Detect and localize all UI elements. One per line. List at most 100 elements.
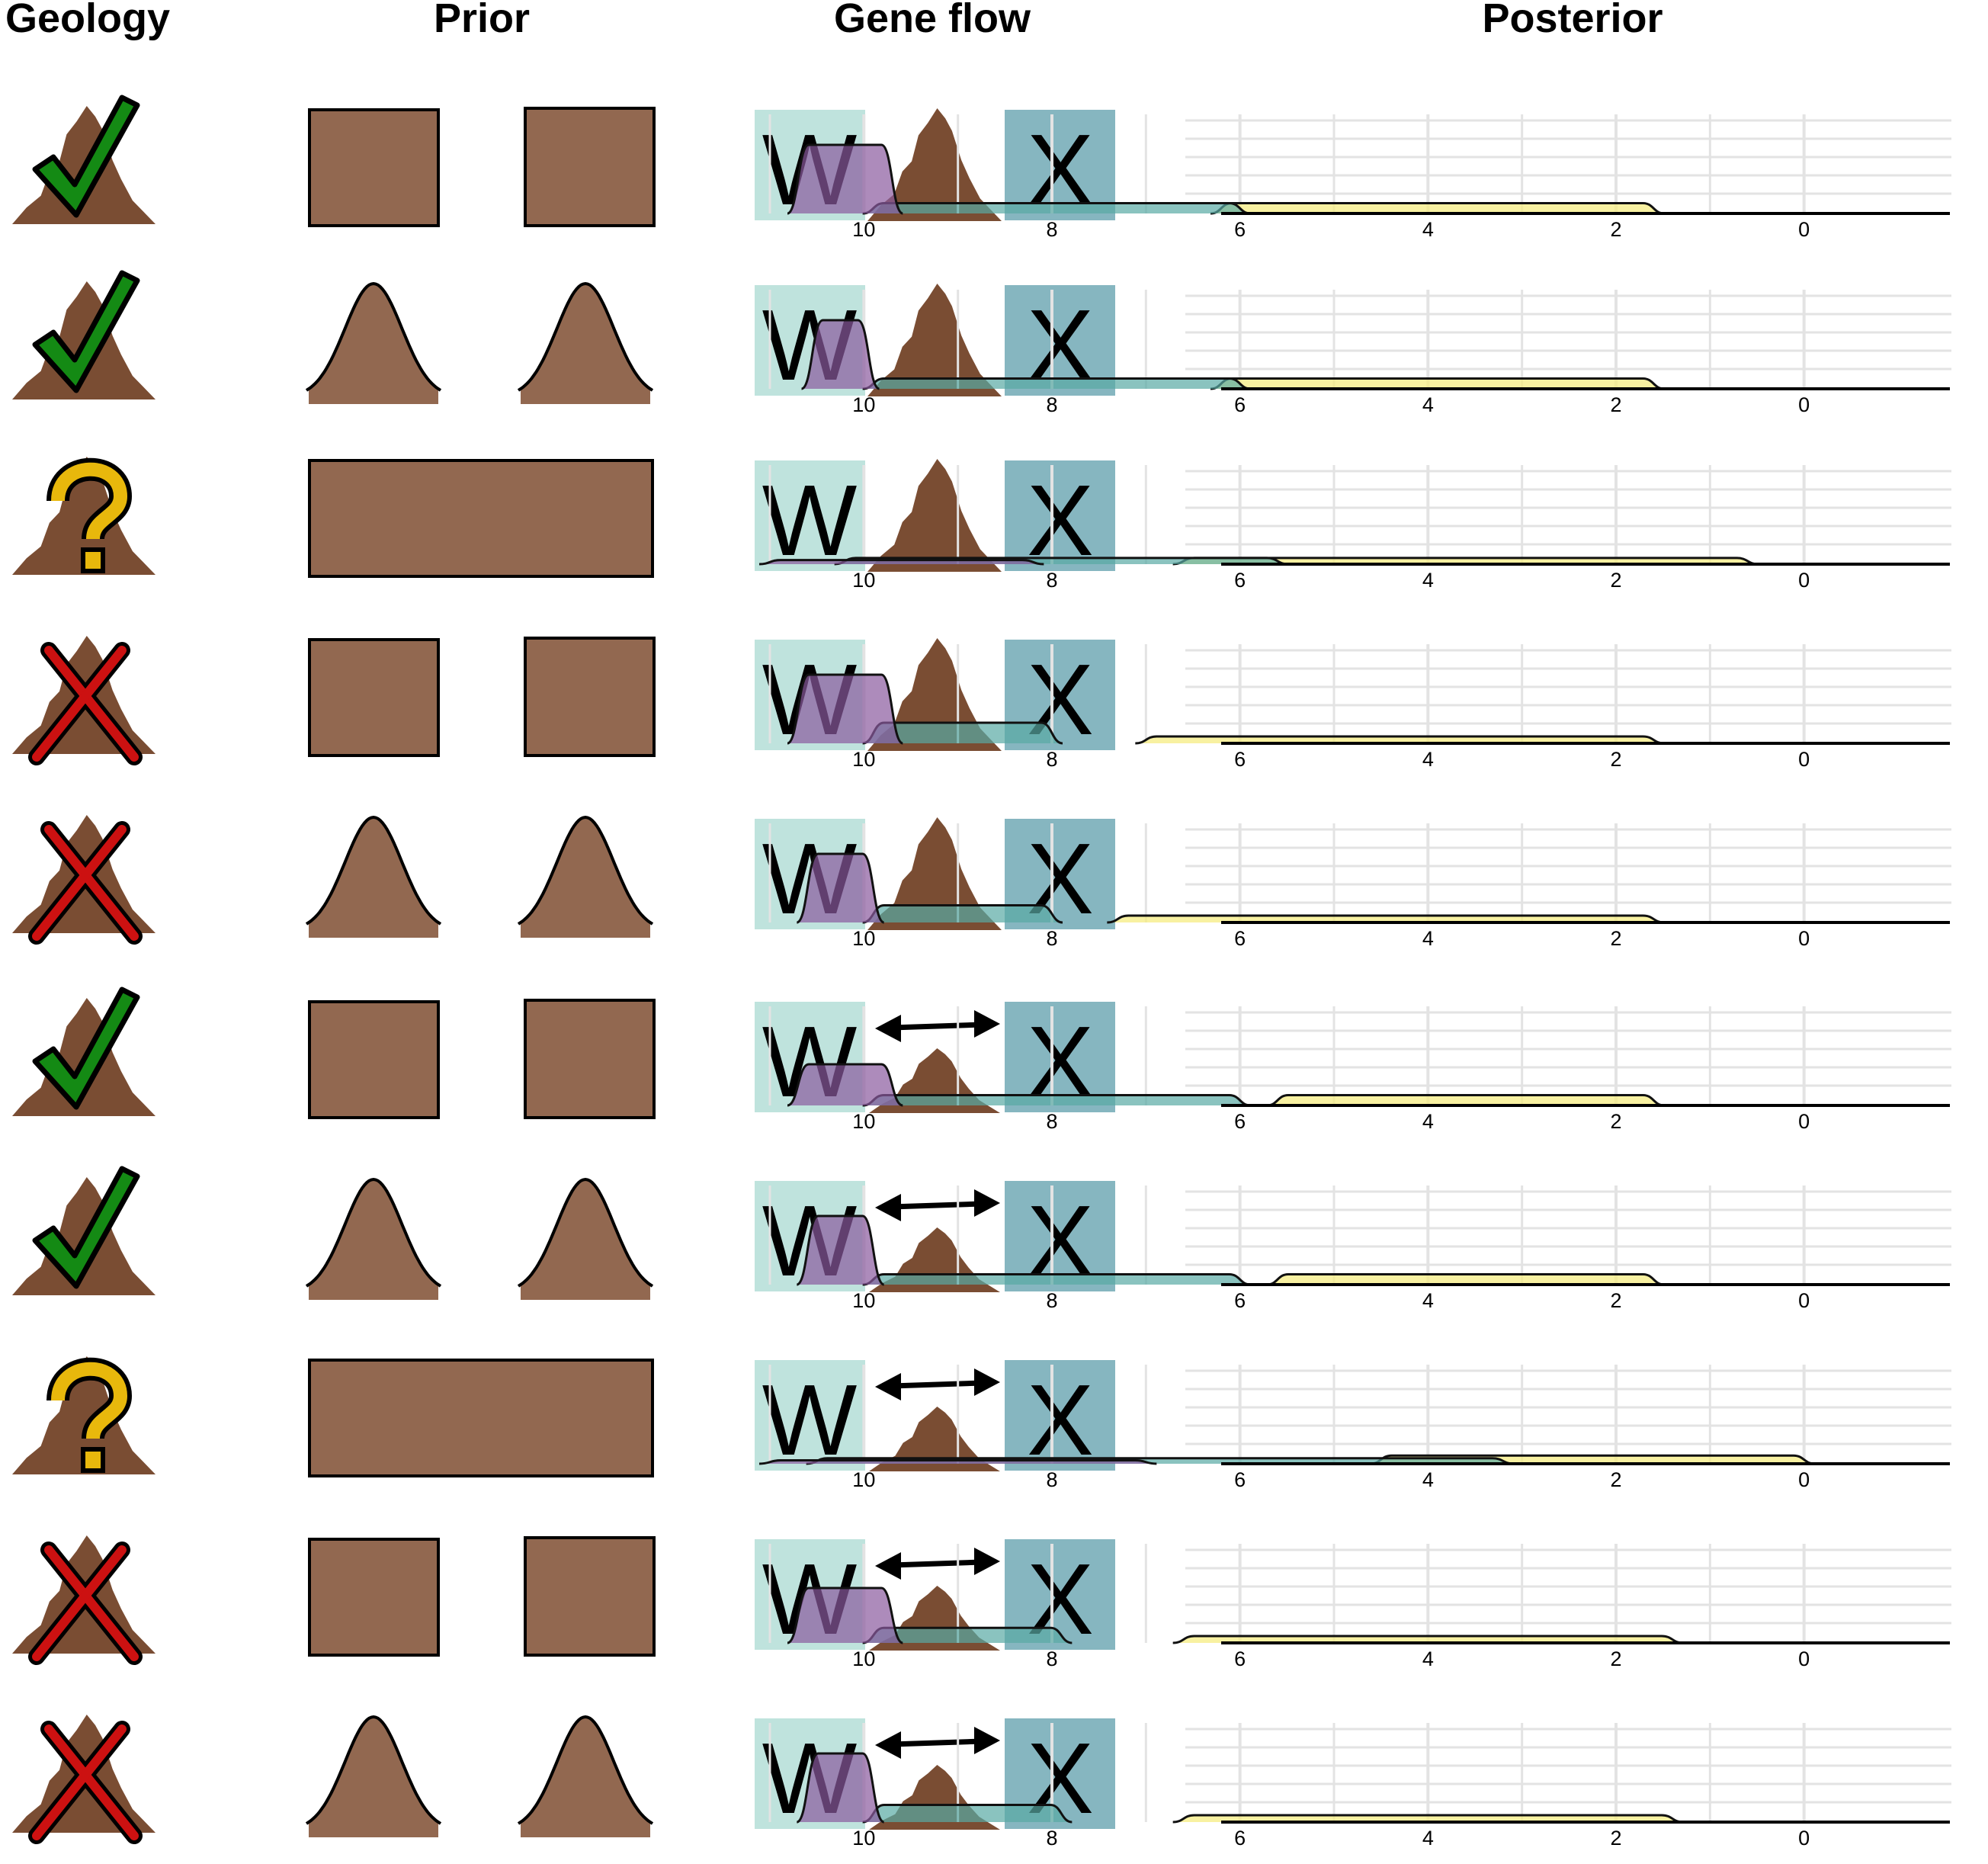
- tick-label: 0: [1798, 748, 1810, 771]
- prior-uniform-left: [308, 1538, 440, 1657]
- prior-uniform-right: [524, 1536, 656, 1657]
- tick-label: 8: [1046, 1110, 1057, 1133]
- tick-label: 6: [1234, 1468, 1246, 1491]
- tick-label: 2: [1610, 569, 1621, 592]
- tick-label: 4: [1422, 1289, 1434, 1312]
- tick-label: 0: [1798, 393, 1810, 416]
- tick-label: 6: [1234, 748, 1246, 771]
- density-purple-outline: [796, 1214, 885, 1286]
- tick-label: 8: [1046, 1827, 1057, 1850]
- density-purple: [797, 1753, 884, 1822]
- prior-normal-left: [305, 281, 442, 392]
- gene-flow-arrow-line: [891, 1022, 983, 1031]
- mountain-icon: [12, 457, 156, 575]
- mountain-icon: [867, 108, 1002, 221]
- density-yellow-outline: [1172, 1635, 1684, 1644]
- checkmark-icon: [32, 95, 140, 218]
- tick-label: 8: [1046, 218, 1057, 241]
- density-teal: [862, 1274, 1251, 1285]
- tick-label: 4: [1422, 927, 1434, 950]
- tick-label: 0: [1798, 1289, 1810, 1312]
- tick-label: 6: [1234, 927, 1246, 950]
- tick-label: 4: [1422, 393, 1434, 416]
- prior-normal-left: [305, 1715, 442, 1825]
- density-teal: [862, 905, 1063, 922]
- header-prior: Prior: [434, 0, 530, 41]
- tick-label: 8: [1046, 1289, 1057, 1312]
- prior-normal-fill: [306, 817, 441, 924]
- tick-label: 2: [1610, 1827, 1621, 1850]
- prior-normal-left: [305, 815, 442, 926]
- density-teal: [862, 203, 1251, 213]
- checkmark-icon: [32, 270, 140, 393]
- tick-label: 4: [1422, 569, 1434, 592]
- prior-normal-right: [517, 1177, 654, 1288]
- density-yellow-outline: [1135, 735, 1665, 745]
- density-teal: [862, 723, 1063, 743]
- density-yellow: [1107, 916, 1665, 922]
- header-gene-flow: Gene flow: [834, 0, 1031, 41]
- mountain-icon: [867, 817, 1002, 930]
- prior-normal-base: [521, 1822, 650, 1837]
- arrow-left-icon: [875, 1731, 901, 1759]
- cross-icon: [32, 825, 127, 941]
- x-box: [1005, 1360, 1115, 1471]
- prior-normal-base: [521, 1285, 650, 1300]
- tick-label: 6: [1234, 569, 1246, 592]
- arrow-right-icon: [974, 1548, 1000, 1575]
- density-yellow-outline: [1172, 1814, 1684, 1824]
- prior-normal-base: [309, 1285, 438, 1300]
- prior-uniform-left: [308, 638, 440, 757]
- prior-normal-fill: [306, 1717, 441, 1824]
- prior-normal-fill: [518, 1179, 653, 1286]
- tick-label: 0: [1798, 1827, 1810, 1850]
- tick-label: 4: [1422, 218, 1434, 241]
- density-yellow: [1172, 557, 1759, 564]
- tick-label: 4: [1422, 1827, 1434, 1850]
- tick-label: 4: [1422, 1647, 1434, 1670]
- density-purple: [797, 1216, 884, 1285]
- density-purple-outline: [787, 1063, 903, 1107]
- tick-label: 4: [1422, 1468, 1434, 1491]
- cross-icon: [32, 1545, 127, 1661]
- gene-flow-arrow-line: [891, 1559, 983, 1568]
- arrow-left-icon: [875, 1373, 901, 1400]
- tick-label: 2: [1610, 748, 1621, 771]
- density-purple: [797, 854, 884, 922]
- cross-icon: [44, 1724, 139, 1840]
- mountain-icon: [867, 459, 1002, 572]
- prior-uniform-left: [308, 108, 440, 227]
- arrow-left-icon: [875, 1194, 901, 1221]
- tick-label: 8: [1046, 393, 1057, 416]
- density-purple-outline: [787, 143, 904, 215]
- prior-uniform-right: [524, 999, 656, 1119]
- tick-label: 10: [852, 218, 875, 241]
- prior-uniform-right: [524, 107, 656, 227]
- density-yellow: [1135, 736, 1665, 743]
- prior-normal-right: [517, 281, 654, 392]
- prior-broad: [308, 459, 654, 578]
- prior-normal-right: [517, 1715, 654, 1825]
- density-teal: [862, 1095, 1251, 1105]
- density-teal: [862, 1628, 1073, 1643]
- x-box: [1005, 1002, 1115, 1112]
- density-yellow-outline: [1107, 914, 1665, 924]
- x-box: [1005, 110, 1115, 220]
- tick-label: 8: [1046, 569, 1057, 592]
- tick-label: 6: [1234, 1647, 1246, 1670]
- x-box: [1005, 1181, 1115, 1291]
- prior-broad: [308, 1359, 654, 1477]
- tick-label: 6: [1234, 1827, 1246, 1850]
- tick-label: 0: [1798, 1110, 1810, 1133]
- prior-normal-right: [517, 815, 654, 926]
- density-yellow: [1172, 1815, 1683, 1822]
- tick-label: 2: [1610, 1468, 1621, 1491]
- row-2: W X10 8 6 4 2 0: [12, 270, 1951, 416]
- prior-normal-base: [309, 389, 438, 404]
- mountain-icon: [869, 1407, 1000, 1471]
- w-label: W: [762, 464, 858, 576]
- tick-label: 4: [1422, 748, 1434, 771]
- tick-label: 2: [1610, 927, 1621, 950]
